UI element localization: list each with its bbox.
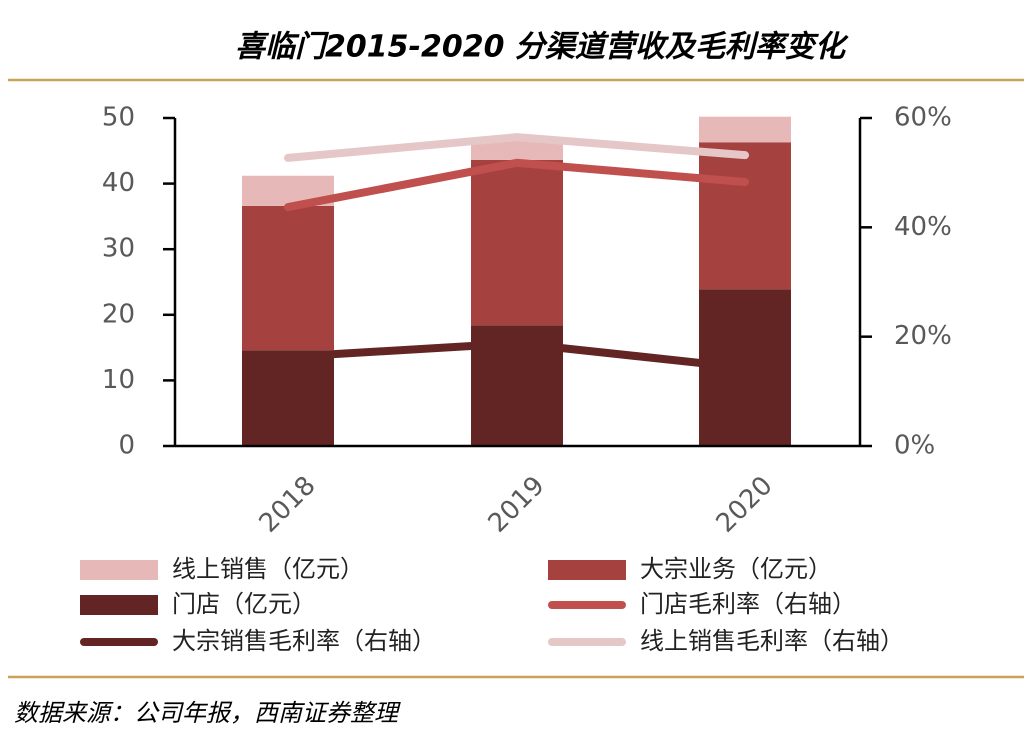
- line-series: [284, 158, 749, 212]
- bar: [242, 350, 334, 446]
- y-tick-label: 40: [102, 168, 135, 198]
- legend-label: 大宗业务（亿元）: [640, 555, 832, 583]
- bar-layer: [242, 116, 791, 446]
- y2-tick-label: 60%: [894, 103, 952, 133]
- x-tick-label: 2020: [711, 471, 779, 539]
- bar: [699, 289, 791, 446]
- front-layer: [284, 133, 749, 212]
- y-tick-label: 30: [102, 234, 135, 264]
- y2-tick-label: 20%: [894, 321, 952, 351]
- y2-tick-label: 0%: [894, 431, 935, 461]
- bar: [471, 159, 563, 326]
- bar: [242, 205, 334, 351]
- bar: [471, 137, 563, 160]
- bar: [699, 116, 791, 143]
- bar: [471, 325, 563, 446]
- legend-label: 线上销售（亿元）: [172, 555, 364, 583]
- x-tick-label: 2019: [483, 471, 551, 539]
- legend-swatch: [548, 560, 626, 580]
- y-tick-label: 0: [118, 431, 135, 461]
- legend-label: 线上销售毛利率（右轴）: [640, 627, 904, 655]
- chart-title: 喜临门2015-2020 分渠道营收及毛利率变化: [235, 30, 849, 65]
- source-note: 数据来源：公司年报，西南证券整理: [14, 699, 401, 727]
- bar: [699, 142, 791, 290]
- legend-swatch: [80, 560, 158, 580]
- legend-swatch: [80, 595, 158, 615]
- legend-label: 门店（亿元）: [172, 590, 316, 618]
- y2-tick-label: 40%: [894, 212, 952, 242]
- legend-label: 门店毛利率（右轴）: [640, 590, 856, 618]
- x-tick-label: 2018: [254, 471, 322, 539]
- legend-label: 大宗销售毛利率（右轴）: [172, 627, 436, 655]
- y-tick-label: 20: [102, 299, 135, 329]
- y-tick-label: 50: [102, 103, 135, 133]
- line-series: [284, 133, 749, 162]
- y-tick-label: 10: [102, 365, 135, 395]
